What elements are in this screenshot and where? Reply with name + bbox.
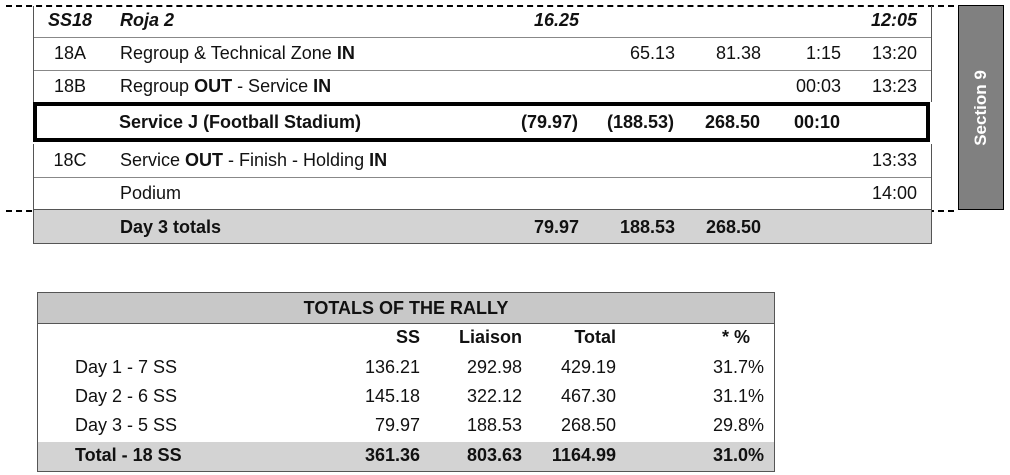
table-row: Day 2 - 6 SS 145.18 322.12 467.30 31.1%: [38, 383, 774, 412]
day-total: 268.50: [560, 415, 616, 435]
stage-code: SS18: [47, 10, 93, 30]
header-liaison: Liaison: [458, 327, 522, 347]
row-time: 13:23: [871, 76, 917, 96]
day-ss: 136.21: [364, 357, 420, 377]
day-totals-total: 268.50: [705, 217, 761, 237]
row-code: 18C: [53, 150, 87, 170]
stage-header-row: SS18 Roja 2 16.25 12:05: [33, 6, 932, 38]
grand-total-ss: 361.36: [364, 445, 420, 465]
rally-totals-title: TOTALS OF THE RALLY: [38, 293, 774, 324]
day-totals-liaison: 188.53: [619, 217, 675, 237]
section-tab-label: Section 9: [971, 69, 990, 146]
row-duration: 00:03: [795, 76, 841, 96]
table-row: 18C Service OUT - Finish - Holding IN 13…: [33, 144, 932, 178]
rally-totals-table: TOTALS OF THE RALLY SS Liaison Total * %…: [37, 292, 775, 472]
row-code: 18A: [53, 43, 87, 63]
table-row: 18B Regroup OUT - Service IN 00:03 13:23: [33, 70, 932, 102]
grand-total-total: 1164.99: [551, 445, 616, 465]
row-time: 14:00: [871, 183, 917, 203]
row-description: Regroup & Technical Zone IN: [120, 43, 355, 63]
day-total: 467.30: [560, 386, 616, 406]
section-tab: Section 9: [958, 5, 1004, 210]
dashed-top-border: [6, 5, 954, 7]
day-ss: 145.18: [364, 386, 420, 406]
header-total: Total: [574, 327, 616, 347]
table-row: 18A Regroup & Technical Zone IN 65.13 81…: [33, 37, 932, 71]
row-duration: 00:10: [793, 112, 840, 132]
row-description: Regroup OUT - Service IN: [120, 76, 332, 96]
day-liaison: 292.98: [466, 357, 522, 377]
row-time: 13:33: [871, 150, 917, 170]
stage-ss-km: 16.25: [533, 10, 579, 30]
day-pct: 31.7%: [712, 357, 764, 377]
row-ss: (79.97): [520, 112, 578, 132]
day-ss: 79.97: [374, 415, 420, 435]
row-total: 81.38: [715, 43, 761, 63]
row-total: 268.50: [704, 112, 760, 132]
row-description: Service J (Football Stadium): [119, 112, 362, 132]
grand-total-label: Total - 18 SS: [75, 445, 182, 465]
header-ss: SS: [395, 327, 420, 347]
header-pct: * %: [721, 327, 750, 347]
day-totals-ss: 79.97: [533, 217, 579, 237]
row-description: Service OUT - Finish - Holding IN: [120, 150, 388, 170]
row-liaison: (188.53): [606, 112, 674, 132]
day-label: Day 2 - 6 SS: [75, 386, 178, 406]
day-total: 429.19: [560, 357, 616, 377]
grand-total-pct: 31.0%: [712, 445, 764, 465]
row-liaison: 65.13: [629, 43, 675, 63]
day-liaison: 322.12: [466, 386, 522, 406]
day-totals-row: Day 3 totals 79.97 188.53 268.50: [33, 209, 932, 244]
table-row: Day 3 - 5 SS 79.97 188.53 268.50 29.8%: [38, 412, 774, 441]
row-time: 13:20: [871, 43, 917, 63]
table-row: Day 1 - 7 SS 136.21 292.98 429.19 31.7%: [38, 354, 774, 383]
grand-total-row: Total - 18 SS 361.36 803.63 1164.99 31.0…: [38, 442, 774, 471]
day-label: Day 1 - 7 SS: [75, 357, 178, 377]
day-totals-label: Day 3 totals: [120, 217, 222, 237]
day-label: Day 3 - 5 SS: [75, 415, 178, 435]
row-description: Podium: [120, 183, 182, 203]
day-pct: 31.1%: [712, 386, 764, 406]
highlight-box: [33, 102, 930, 142]
stage-name: Roja 2: [120, 10, 175, 30]
stage-time: 12:05: [870, 10, 917, 30]
service-row: Service J (Football Stadium) (79.97) (18…: [33, 102, 930, 142]
table-row: Podium 14:00: [33, 177, 932, 209]
row-duration: 1:15: [805, 43, 841, 63]
day-pct: 29.8%: [712, 415, 764, 435]
rally-header-row: SS Liaison Total * %: [38, 324, 774, 353]
grand-total-liaison: 803.63: [466, 445, 522, 465]
day-liaison: 188.53: [466, 415, 522, 435]
row-code: 18B: [53, 76, 87, 96]
